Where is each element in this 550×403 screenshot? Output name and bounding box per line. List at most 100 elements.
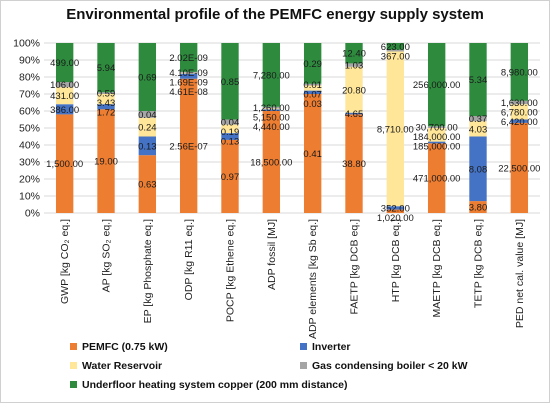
data-label: 1.69E-09 <box>169 77 208 88</box>
y-tick-label: 20% <box>19 174 40 186</box>
bar-segment <box>262 108 281 110</box>
bar-segment <box>221 133 239 140</box>
bar-segment <box>262 43 281 107</box>
data-label: 1,630.00 <box>501 98 538 109</box>
bar-segment <box>510 122 529 213</box>
y-tick-label: 60% <box>19 106 40 118</box>
bar-segment <box>386 49 405 52</box>
x-category-label: EP [kg Phosphate eq.] <box>142 219 154 323</box>
data-label: 18,500.00 <box>250 158 292 169</box>
bar-segment <box>55 114 74 213</box>
data-label: 3.43 <box>97 98 116 109</box>
data-label: 8,710.00 <box>377 124 414 135</box>
data-label: 184,000.00 <box>413 132 461 143</box>
bar-segment <box>427 128 446 142</box>
x-category-label: PED net cal. value [MJ] <box>514 219 526 328</box>
data-label: 8.08 <box>469 164 488 175</box>
bar-segment <box>303 43 322 84</box>
bar-segment <box>97 94 115 105</box>
data-label: 185,000.00 <box>413 142 461 153</box>
data-label: 4,440.00 <box>253 122 290 133</box>
bar-segment <box>138 136 157 156</box>
data-label: 499.00 <box>50 58 79 69</box>
data-label: 0.29 <box>303 59 322 70</box>
data-label: 1,020.00 <box>377 213 414 224</box>
data-label: 4.65 <box>345 109 364 120</box>
y-tick-label: 70% <box>19 89 40 101</box>
x-category-label: GWP [kg CO₂ eq.] <box>59 219 71 304</box>
bar-segment <box>427 126 446 128</box>
x-category-label: POCP [kg Ethene eq.] <box>225 219 237 322</box>
data-label: 1.72 <box>97 108 116 119</box>
bar-segment <box>303 83 322 86</box>
bar-segment <box>138 155 157 213</box>
bar-segment <box>179 72 198 74</box>
bar-segment <box>345 63 363 67</box>
data-label: 256,000.00 <box>413 80 461 91</box>
bar-segment <box>469 43 487 117</box>
data-label: 0.13 <box>138 141 157 152</box>
bar-segment <box>386 43 405 50</box>
data-label: 5.94 <box>97 63 116 74</box>
bar-segment <box>345 43 363 64</box>
data-label: 0.63 <box>138 180 157 191</box>
bar-segment <box>303 90 322 94</box>
bar-segment <box>345 112 363 115</box>
x-category-label: ADP elements [kg Sb eq.] <box>307 219 319 339</box>
bar-segment <box>262 106 281 109</box>
data-label: 1,260.00 <box>253 103 290 114</box>
data-label: 352.00 <box>381 203 410 214</box>
bar-segment <box>427 43 446 127</box>
bar-segment <box>97 104 115 110</box>
data-label: 0.01 <box>303 80 322 91</box>
bar-segment <box>345 114 363 213</box>
bar-segment <box>179 73 198 79</box>
data-label: 1,500.00 <box>46 159 83 170</box>
data-label: 0.97 <box>221 172 240 183</box>
y-tick-label: 50% <box>19 123 40 135</box>
bar-segment <box>179 71 198 73</box>
y-tick-label: 90% <box>19 55 40 67</box>
data-label: 0.41 <box>303 149 322 160</box>
data-label: 0.85 <box>221 77 240 88</box>
bar-segment <box>427 141 446 144</box>
bar-segment <box>510 104 529 120</box>
bar-segment <box>138 111 157 118</box>
x-category-label: FAETP [kg DCB eq.] <box>349 219 361 315</box>
x-category-label: ODP [kg R11 eq.] <box>183 219 195 300</box>
data-label: 0.07 <box>303 90 322 101</box>
bar-segment <box>179 43 198 72</box>
bar-segment <box>386 206 405 210</box>
bar-segment <box>386 51 405 207</box>
bar-segment <box>510 43 529 101</box>
data-label: 0.04 <box>221 118 240 129</box>
x-category-label: MAETP [kg DCB eq.] <box>431 219 443 318</box>
bar-segment <box>345 66 363 113</box>
y-tick-label: 40% <box>19 140 40 152</box>
bar-segment <box>55 87 74 105</box>
bar-segment <box>138 43 157 111</box>
x-category-label: ADP fossil [MJ] <box>266 219 278 290</box>
bar-segment <box>221 124 239 134</box>
data-label: 0.59 <box>97 89 116 100</box>
data-label: 0.19 <box>221 127 240 138</box>
data-label: 8,980.00 <box>501 67 538 78</box>
bar-segment <box>97 43 115 93</box>
bar-segment <box>510 100 529 105</box>
data-label: 30,700.00 <box>416 123 458 134</box>
data-label: 0.13 <box>221 137 240 148</box>
bar-segment <box>179 78 198 213</box>
bar-segment <box>138 117 157 137</box>
bar-segment <box>221 43 239 120</box>
bar-segment <box>469 201 487 213</box>
data-label: 2.56E-07 <box>169 141 208 152</box>
bar-segment <box>303 85 322 91</box>
data-label: 4.10E-09 <box>169 68 208 79</box>
data-label: 0.69 <box>138 73 157 84</box>
bar-segment <box>469 121 487 137</box>
data-label: 4.03 <box>469 124 488 135</box>
data-label: 19.00 <box>94 157 118 168</box>
data-label: 0.37 <box>469 114 488 125</box>
data-label: 12.40 <box>342 49 366 60</box>
